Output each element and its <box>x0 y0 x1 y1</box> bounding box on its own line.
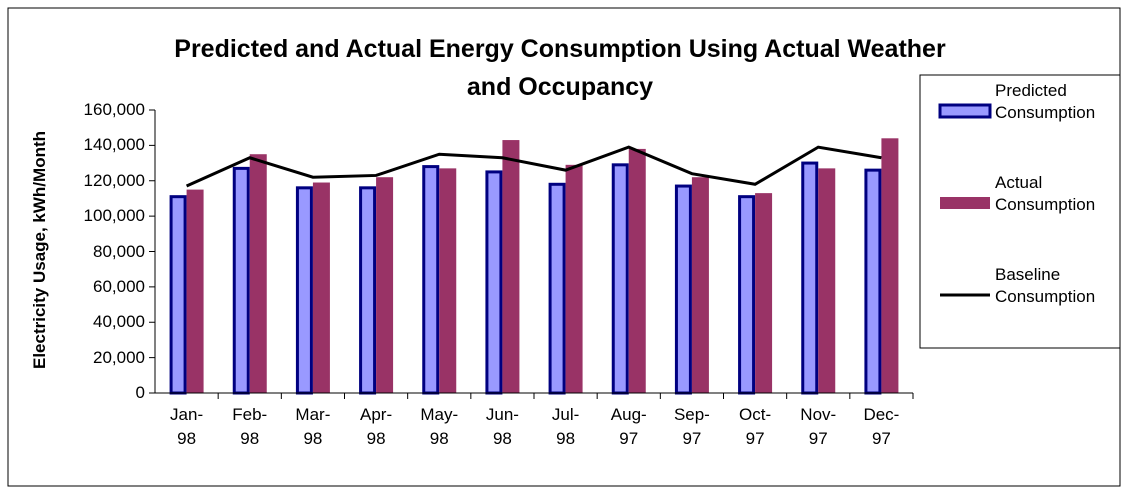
bar <box>312 182 330 393</box>
y-tick-label: 80,000 <box>93 241 145 261</box>
x-tick-label: May-98 <box>420 405 459 448</box>
y-tick-label: 160,000 <box>83 100 145 119</box>
y-tick-label: 100,000 <box>83 206 145 226</box>
bar <box>881 138 899 393</box>
y-tick-label: 120,000 <box>83 170 145 190</box>
bar <box>548 182 566 395</box>
legend-label: Predicted Consumption <box>995 81 1096 122</box>
bar <box>376 177 394 393</box>
bar <box>359 186 377 395</box>
bar <box>738 195 756 395</box>
legend-swatch <box>938 103 992 119</box>
legend-label: Actual Consumption <box>995 173 1096 214</box>
x-tick-label: Apr-98 <box>360 405 393 448</box>
bar <box>801 161 819 395</box>
bar <box>674 184 692 395</box>
bar <box>249 154 267 393</box>
legend-swatch <box>940 197 990 209</box>
bar <box>502 140 520 393</box>
y-tick-label: 140,000 <box>83 135 145 155</box>
bar <box>232 166 250 395</box>
x-tick-label: Mar-98 <box>295 405 331 448</box>
legend-box <box>919 74 1121 349</box>
bar <box>295 186 313 395</box>
y-tick-label: 60,000 <box>93 276 145 296</box>
y-tick-label: 20,000 <box>93 347 145 367</box>
y-tick-label: 0 <box>135 383 145 402</box>
line <box>185 145 882 188</box>
chart-title: Predicted and Actual Energy Consumption … <box>174 35 946 101</box>
bar <box>439 168 457 393</box>
bar <box>422 165 440 395</box>
x-tick-label: Jul-98 <box>551 405 580 448</box>
x-tick-label: Feb-98 <box>232 405 268 448</box>
x-tick-label: Aug-97 <box>610 405 647 448</box>
x-tick-label: Sep-97 <box>673 405 710 448</box>
bar <box>186 189 204 393</box>
y-tick-label: 40,000 <box>93 312 145 332</box>
bar <box>628 148 646 393</box>
legend-label: Baseline Consumption <box>995 265 1096 306</box>
bar <box>485 170 503 395</box>
bar <box>755 193 773 393</box>
bar <box>611 163 629 395</box>
x-tick-label: Dec-97 <box>863 405 900 448</box>
bar <box>169 195 187 395</box>
x-tick-label: Jun-98 <box>485 405 519 448</box>
bar <box>691 177 709 393</box>
x-tick-label: Jan-98 <box>170 405 204 448</box>
x-tick-label: Nov-97 <box>800 405 837 448</box>
bar <box>818 168 836 393</box>
bar <box>565 164 583 393</box>
x-tick-label: Oct-97 <box>739 405 772 448</box>
bar <box>864 168 882 395</box>
